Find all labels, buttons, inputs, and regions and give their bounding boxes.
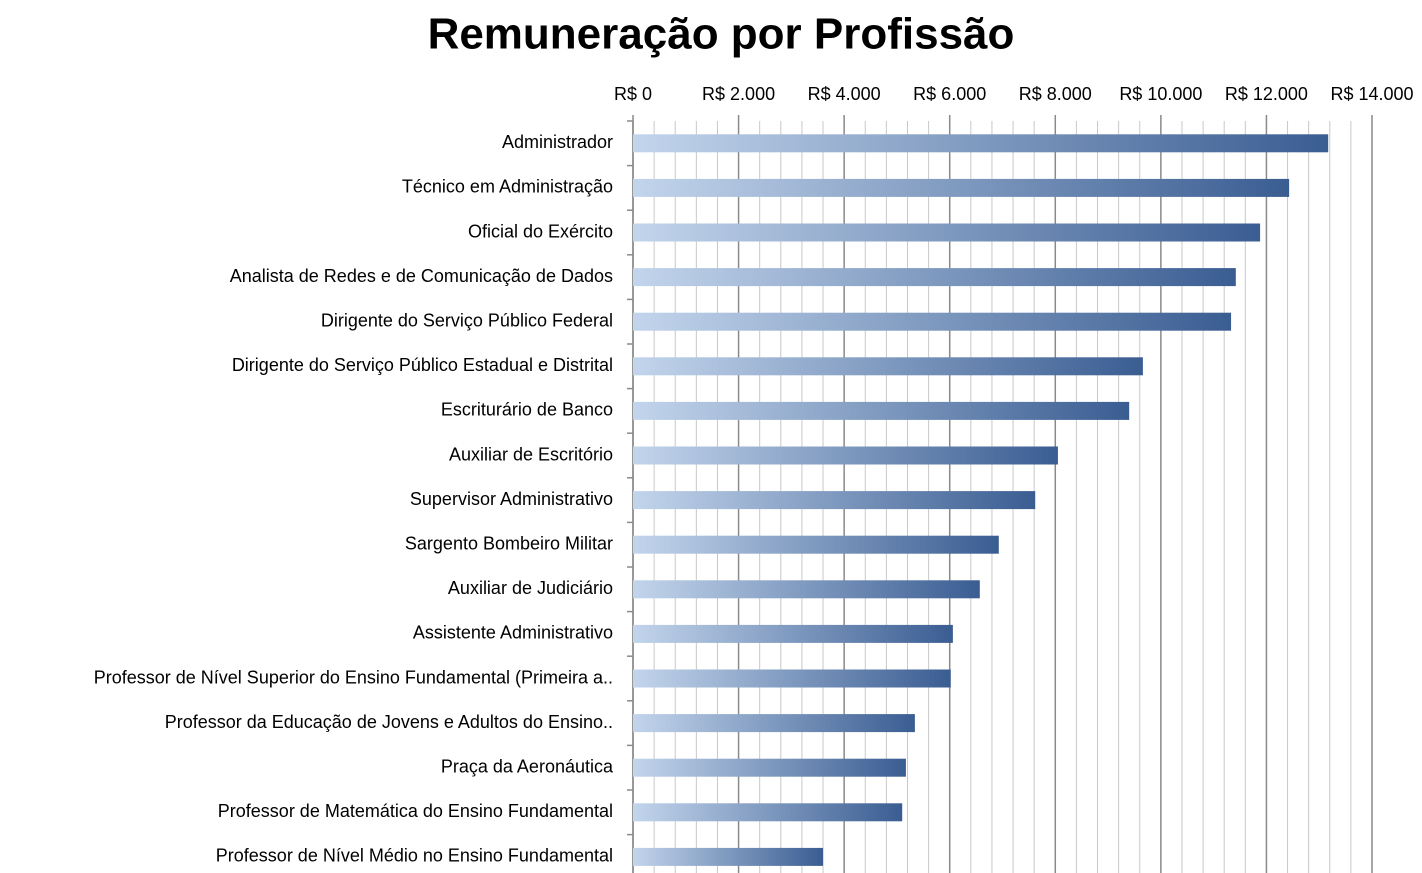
y-tick-label: Analista de Redes e de Comunicação de Da…: [230, 266, 613, 286]
bar: [633, 223, 1261, 242]
bar: [633, 401, 1130, 420]
bar: [633, 624, 953, 643]
bar: [633, 312, 1232, 331]
bar: [633, 535, 999, 554]
y-tick-label: Praça da Aeronáutica: [441, 756, 614, 776]
bar: [633, 134, 1329, 153]
y-tick-label: Professor de Nível Médio no Ensino Funda…: [216, 846, 613, 866]
bar: [633, 178, 1290, 197]
x-tick-label: R$ 0: [614, 84, 652, 104]
y-tick-label: Dirigente do Serviço Público Estadual e …: [232, 355, 613, 375]
bar: [633, 268, 1236, 287]
bar: [633, 847, 824, 866]
bar: [633, 357, 1143, 376]
x-tick-label: R$ 8.000: [1019, 84, 1092, 104]
x-tick-label: R$ 4.000: [808, 84, 881, 104]
y-tick-label: Escriturário de Banco: [441, 400, 613, 420]
y-tick-label: Dirigente do Serviço Público Federal: [321, 310, 613, 330]
x-tick-label: R$ 2.000: [702, 84, 775, 104]
y-tick-label: Professor de Matemática do Ensino Fundam…: [218, 801, 613, 821]
y-tick-label: Assistente Administrativo: [413, 623, 613, 643]
y-tick-label: Oficial do Exército: [468, 221, 613, 241]
bar: [633, 714, 915, 733]
x-tick-label: R$ 6.000: [913, 84, 986, 104]
y-tick-label: Auxiliar de Judiciário: [448, 578, 613, 598]
y-tick-label: Professor da Educação de Jovens e Adulto…: [165, 712, 613, 732]
bar: [633, 491, 1036, 510]
x-tick-label: R$ 14.000: [1330, 84, 1413, 104]
x-tick-label: R$ 12.000: [1225, 84, 1308, 104]
y-tick-label: Auxiliar de Escritório: [449, 444, 613, 464]
y-tick-label: Supervisor Administrativo: [410, 489, 613, 509]
bar: [633, 803, 903, 822]
y-tick-label: Professor de Nível Superior do Ensino Fu…: [94, 667, 613, 687]
y-tick-label: Administrador: [502, 132, 613, 152]
bar: [633, 580, 980, 599]
bar: [633, 758, 906, 777]
bar: [633, 446, 1058, 465]
bar: [633, 669, 951, 688]
y-tick-label: Técnico em Administração: [402, 177, 613, 197]
y-tick-label: Sargento Bombeiro Militar: [405, 533, 613, 553]
chart-title: Remuneração por Profissão: [428, 10, 1015, 59]
x-tick-label: R$ 10.000: [1119, 84, 1202, 104]
